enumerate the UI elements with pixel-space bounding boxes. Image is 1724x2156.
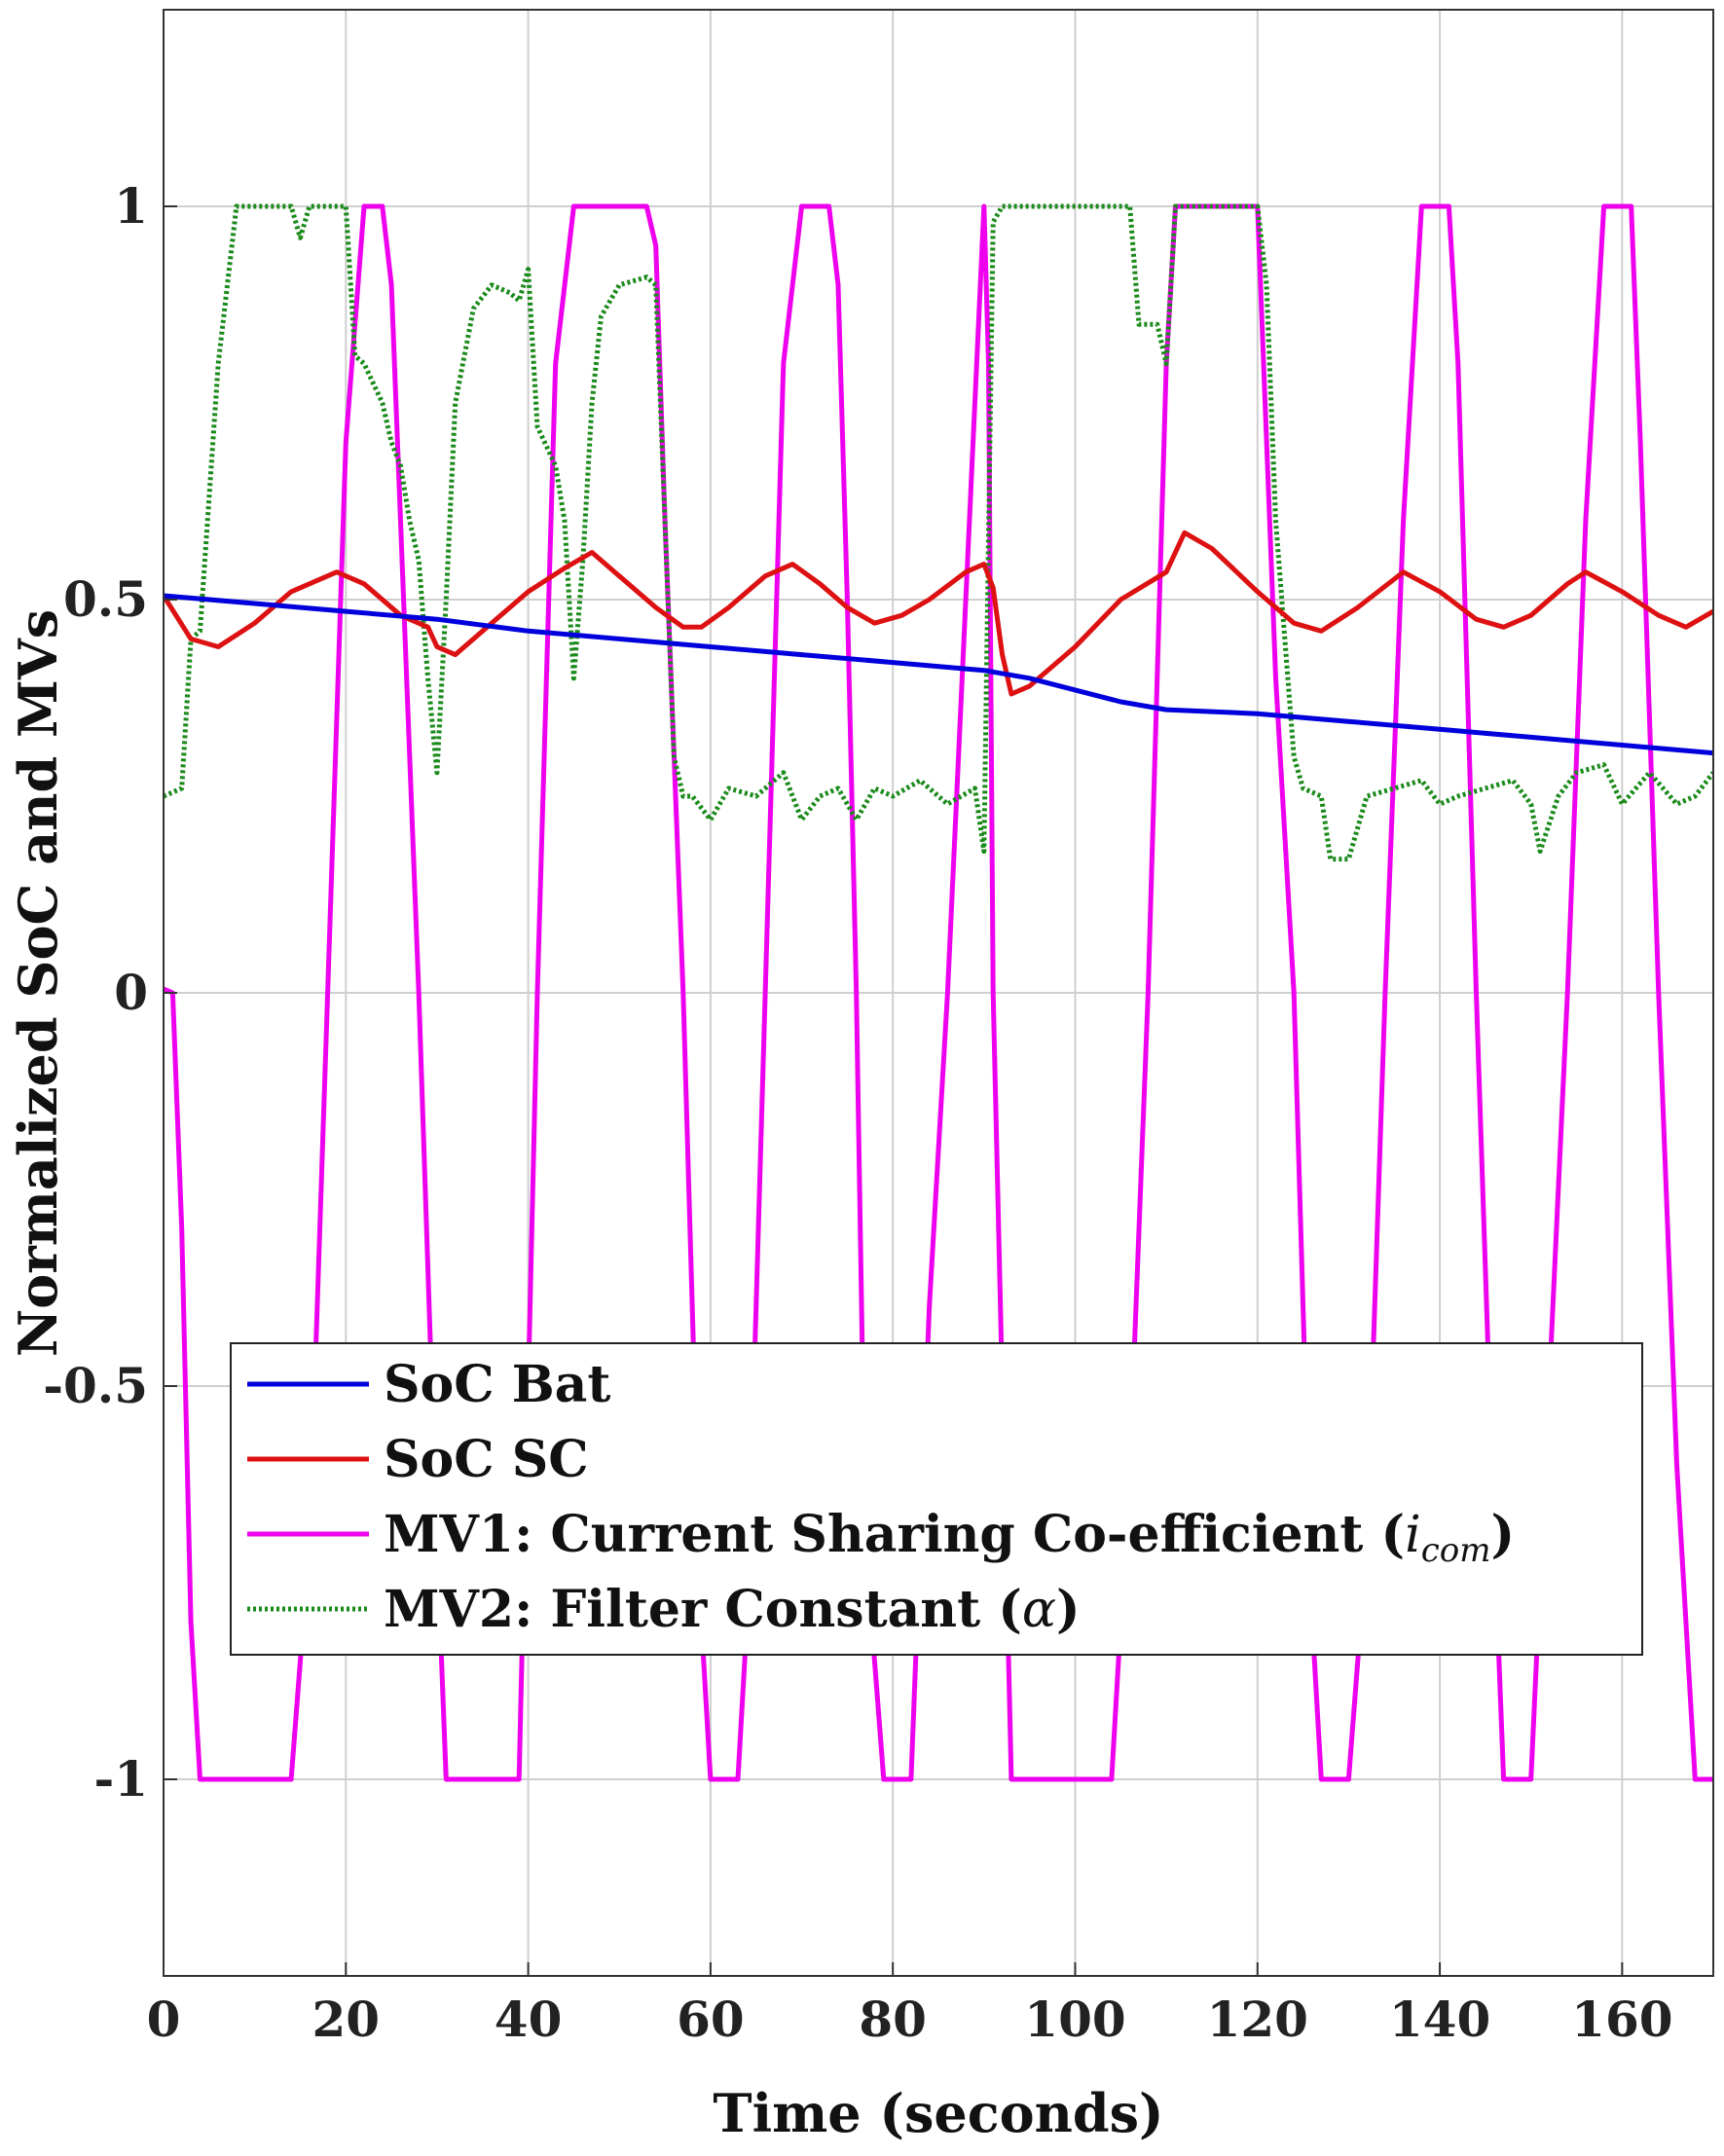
y-tick-label: -0.5	[43, 1357, 148, 1414]
x-tick-label: 80	[859, 1991, 927, 2048]
x-axis-ticks: 0 20 40 60 80 100 120 140 160	[147, 1962, 1673, 2048]
series-line-1	[164, 593, 1713, 756]
series-line-3	[164, 203, 1713, 1782]
legend-entry-label: SoC SC	[384, 1430, 589, 1489]
plot-lines	[164, 203, 1713, 1782]
x-tick-label: 60	[677, 1991, 745, 2048]
x-tick-label: 40	[495, 1991, 563, 2048]
x-tick-label: 120	[1207, 1991, 1308, 2048]
y-tick-label: 0	[114, 964, 148, 1021]
x-axis-label: Time (seconds)	[713, 2082, 1163, 2144]
x-tick-label: 160	[1571, 1991, 1672, 2048]
y-axis-label: Normalized SoC and MVs	[7, 609, 69, 1357]
x-tick-label: 100	[1024, 1991, 1125, 2048]
legend-entry-label: MV1: Current Sharing Co-efficient (icom)	[384, 1505, 1515, 1570]
x-tick-label: 140	[1389, 1991, 1490, 2048]
legend-entry-label: SoC Bat	[384, 1355, 610, 1414]
x-tick-label: 20	[312, 1991, 380, 2048]
y-tick-label: 0.5	[63, 570, 148, 628]
legend-box	[230, 1342, 1643, 1656]
legend: SoC Bat SoC SC MV1: Current Sharing Co-eff…	[230, 1342, 1643, 1656]
series-line-2	[164, 530, 1713, 697]
y-tick-label: -1	[93, 1750, 148, 1808]
y-axis-ticks: 1 0.5 0 -0.5 -1	[43, 177, 177, 1808]
legend-entry-label: MV2: Filter Constant (α)	[384, 1580, 1081, 1639]
y-tick-label: 1	[114, 177, 148, 235]
series-line-4	[164, 203, 1713, 862]
x-tick-label: 0	[147, 1991, 181, 2048]
